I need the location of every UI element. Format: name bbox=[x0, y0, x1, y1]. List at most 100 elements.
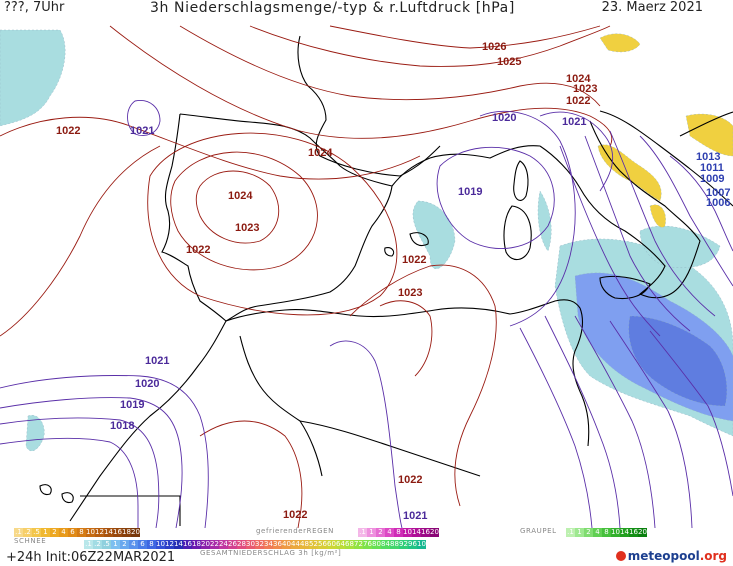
precip-light-atlantic-area bbox=[25, 415, 45, 452]
total-precip-legend-swatch: 72 bbox=[354, 540, 363, 549]
total-precip-legend-swatch: .5 bbox=[102, 540, 111, 549]
isobar-1023-sp bbox=[170, 151, 318, 271]
isobar-1011-e bbox=[669, 155, 733, 252]
total-precip-legend-swatch: 40 bbox=[282, 540, 291, 549]
isobar-label-1006: 1006 bbox=[706, 197, 730, 209]
isobar-label-1021-s: 1021 bbox=[403, 510, 427, 522]
snow-legend: .1.2.51246810121416182025+ bbox=[14, 528, 140, 537]
snow-legend-swatch: 6 bbox=[68, 528, 77, 537]
isobar-1026 bbox=[329, 25, 601, 49]
isobar-label-1020-sw: 1020 bbox=[135, 378, 159, 390]
isobar-1020-sw bbox=[0, 397, 183, 528]
valid-time-label: ???, 7Uhr bbox=[4, 0, 65, 15]
total-precip-legend-swatch: 48 bbox=[300, 540, 309, 549]
isobar-label-1019-sw: 1019 bbox=[120, 399, 144, 411]
snow-legend-swatch: 2025+ bbox=[131, 528, 140, 537]
total-precip-legend-swatch: 76 bbox=[363, 540, 372, 549]
precip-light-calabria-area bbox=[639, 225, 721, 268]
total-precip-legend-swatch: 80 bbox=[372, 540, 381, 549]
isobar-1022-s bbox=[199, 420, 303, 528]
freezing-rain-legend: .112481014162025+ bbox=[358, 528, 439, 537]
freezing-rain-legend-swatch: 2025+ bbox=[430, 528, 439, 537]
isobar-label-1007: 1007 bbox=[706, 187, 730, 199]
isobar-label-1021-sw: 1021 bbox=[145, 355, 169, 367]
total-precip-legend-swatch: 20 bbox=[201, 540, 210, 549]
isobar-1022-sp bbox=[147, 132, 398, 316]
isobar-1022-sw bbox=[0, 145, 161, 337]
graupel-legend-swatch: 8 bbox=[602, 528, 611, 537]
isobar-label-1025: 1025 bbox=[497, 56, 521, 68]
isobar-1016-lib bbox=[544, 315, 621, 528]
graupel-legend-swatch: 4 bbox=[593, 528, 602, 537]
corsica-island bbox=[513, 160, 529, 201]
freezing-rain-legend-swatch: 2 bbox=[376, 528, 385, 537]
total-precip-legend-swatch: 60 bbox=[327, 540, 336, 549]
total-precip-legend-swatch: 84 bbox=[381, 540, 390, 549]
total-precip-legend-swatch: .2 bbox=[93, 540, 102, 549]
snow-balkan-area bbox=[685, 113, 733, 157]
graupel-legend: .112481014162025+ bbox=[566, 528, 647, 537]
total-precip-legend-swatch: 56 bbox=[318, 540, 327, 549]
total-precip-legend-swatch: 24 bbox=[219, 540, 228, 549]
isobar-label-1013: 1013 bbox=[696, 151, 720, 163]
map-title: 3h Niederschlagsmenge/-typ & r.Luftdruck… bbox=[150, 0, 515, 16]
precipitation-layer bbox=[0, 29, 733, 452]
snow-legend-swatch: 8 bbox=[77, 528, 86, 537]
total-precip-legend-swatch: 34 bbox=[264, 540, 273, 549]
total-precip-legend-swatch: 32 bbox=[255, 540, 264, 549]
freezing-rain-legend-swatch: 16 bbox=[421, 528, 430, 537]
precip-light-nw-area bbox=[0, 29, 66, 127]
atlantic-morocco-coast bbox=[69, 320, 227, 522]
isobar-label-1026: 1026 bbox=[482, 41, 506, 53]
total-precip-legend-swatch: 1 bbox=[111, 540, 120, 549]
total-precip-legend-swatch: 4 bbox=[129, 540, 138, 549]
isobar-label-1022-s2: 1022 bbox=[283, 509, 307, 521]
sicily-island bbox=[599, 275, 651, 300]
snow-adriatic-area bbox=[597, 144, 662, 202]
total-precip-legend-swatch: 12 bbox=[165, 540, 174, 549]
snow-legend-swatch: 16 bbox=[113, 528, 122, 537]
graupel-legend-swatch: 10 bbox=[611, 528, 620, 537]
meteopool-logo[interactable]: meteopool.org bbox=[615, 549, 727, 563]
total-precip-legend-swatch: 6 bbox=[138, 540, 147, 549]
isobar-1017-e bbox=[584, 135, 691, 332]
total-precip-legend-swatch: 26 bbox=[228, 540, 237, 549]
total-precip-legend-swatch: 10 bbox=[156, 540, 165, 549]
isobar-1014-lib bbox=[574, 315, 656, 528]
logo-text: meteopool bbox=[627, 549, 700, 563]
snow-legend-title: SCHNEE bbox=[14, 537, 47, 545]
isobar-1013-e bbox=[639, 135, 733, 287]
isobar-1023-n bbox=[109, 25, 613, 147]
isobar-label-1009: 1009 bbox=[700, 173, 724, 185]
total-precip-legend-swatch: 92 bbox=[399, 540, 408, 549]
total-precip-legend-swatch: 28 bbox=[237, 540, 246, 549]
total-precip-legend-swatch: 44 bbox=[291, 540, 300, 549]
isobar-label-1018-sw: 1018 bbox=[110, 420, 134, 432]
sardinia-island bbox=[503, 205, 532, 260]
total-precip-legend: .1.2.5 1 2 4 6 8 10 12 14 16 18 20 22 24 26 28 30 32 34 36 4… bbox=[84, 540, 426, 549]
isobar-1018-lib bbox=[519, 327, 593, 528]
gulf-of-lion-coast bbox=[391, 145, 541, 187]
freezing-rain-legend-swatch: 10 bbox=[403, 528, 412, 537]
north-africa-coastline bbox=[225, 299, 581, 322]
isobar-label-1024-n: 1024 bbox=[308, 147, 333, 159]
isobar-1012-lib bbox=[609, 320, 693, 528]
isobar-label-1021-w: 1021 bbox=[130, 125, 154, 137]
isobar-1021-sw bbox=[0, 375, 209, 528]
graupel-legend-swatch: 14 bbox=[620, 528, 629, 537]
graupel-legend-swatch: .1 bbox=[566, 528, 575, 537]
graupel-legend-swatch: 16 bbox=[629, 528, 638, 537]
total-precip-legend-swatch: 14 bbox=[174, 540, 183, 549]
isobar-label-1022-w: 1022 bbox=[56, 125, 80, 137]
isobar-1024-sp bbox=[195, 170, 280, 244]
snow-legend-swatch: 12 bbox=[95, 528, 104, 537]
total-precip-legend-swatch: .1 bbox=[84, 540, 93, 549]
isobar-1021-w bbox=[127, 100, 161, 136]
total-precip-legend-swatch: 18 bbox=[192, 540, 201, 549]
total-precip-legend-swatch: 96 bbox=[408, 540, 417, 549]
isobar-1025 bbox=[249, 25, 611, 67]
logo-suffix: .org bbox=[699, 549, 727, 563]
freezing-rain-legend-swatch: 4 bbox=[385, 528, 394, 537]
isobar-label-1023-ne: 1023 bbox=[573, 83, 597, 95]
